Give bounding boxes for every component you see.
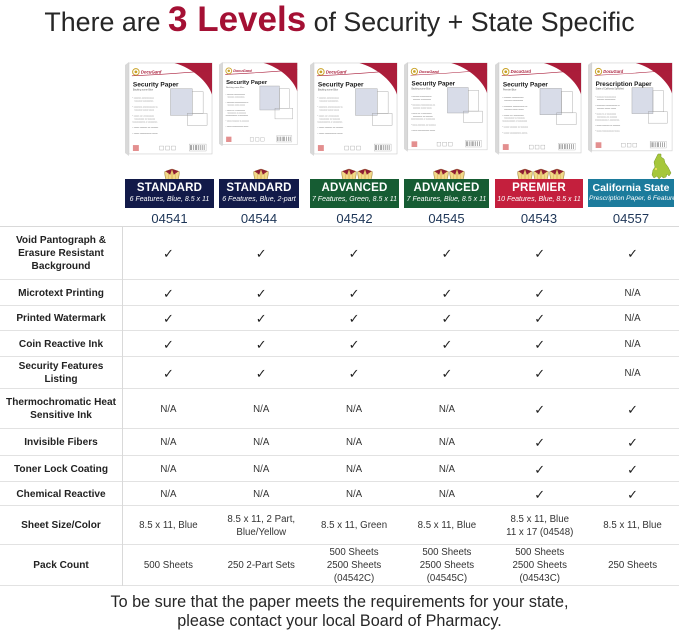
- svg-text:ssssssssssss s sssssssss: ssssssssssss s sssssssss: [132, 121, 157, 123]
- svg-text:• sssssss sssssssssss: • sssssss sssssssssss: [226, 94, 245, 96]
- svg-text:sssssss sssss sssss: sssssss sssss sssss: [134, 109, 154, 111]
- svg-text:• sssssss sssssssssss: • sssssss sssssssssss: [595, 96, 616, 98]
- svg-text:ssssssssssss s sssssssss: ssssssssssss s sssssssss: [502, 121, 527, 123]
- svg-text:sssssss sssss sssss: sssssss sssss sssss: [413, 107, 432, 109]
- svg-text:Backing some Blue: Backing some Blue: [133, 89, 154, 92]
- svg-text:State of California Specified: State of California Specified: [596, 88, 625, 91]
- svg-text:DocuGard: DocuGard: [233, 69, 252, 73]
- svg-text:• sssss sssssss ss sssssss: • sssss sssssss ss sssssss: [226, 121, 249, 123]
- svg-text:sssssss sssss sssss: sssssss sssss sssss: [597, 108, 616, 110]
- svg-text:sssssssss ss sssssss: sssssssss ss sssssss: [597, 116, 617, 118]
- svg-text:ssssssssssss s sssssssss: ssssssssssss s sssssssss: [317, 121, 342, 123]
- svg-text:• sssss sssssssssss sssss: • sssss sssssssssss sssss: [595, 131, 619, 133]
- svg-text:sssssss ssssssssss: sssssss ssssssssss: [319, 101, 338, 103]
- svg-text:• sssss ss s sssssssss: • sssss ss s sssssssss: [226, 110, 245, 112]
- svg-text:• sssss ss s sssssssss: • sssss ss s sssssssss: [595, 114, 616, 116]
- svg-text:ssssssssssss s sssssssss: ssssssssssss s sssssssss: [226, 115, 248, 117]
- svg-text:sssssssss ss sssssss: sssssssss ss sssssss: [227, 113, 246, 115]
- svg-text:sssssss sssss sssss: sssssss sssss sssss: [504, 109, 523, 111]
- svg-text:• sssss sssssss ss sssssss: • sssss sssssss ss sssssss: [317, 127, 343, 129]
- svg-text:• sssss sssssssssss sssss: • sssss sssssssssss sssss: [132, 133, 157, 135]
- svg-text:sssssss sssss sssss: sssssss sssss sssss: [227, 105, 245, 107]
- svg-text:sssssss ssssssssss: sssssss ssssssssss: [597, 99, 615, 101]
- svg-text:• sssss ss s sssssssss: • sssss ss s sssssssss: [132, 115, 153, 117]
- svg-text:• sssssss sssssssssss: • sssssss sssssssssss: [411, 96, 431, 98]
- svg-text:• ssssssss sssssssssss ss: • ssssssss sssssssssss ss: [317, 106, 342, 108]
- svg-text:DocuGard: DocuGard: [603, 69, 623, 74]
- svg-text:Backing some Blue: Backing some Blue: [226, 87, 245, 89]
- svg-text:Security Paper: Security Paper: [133, 82, 179, 89]
- svg-text:• sssss ss s sssssssss: • sssss ss s sssssssss: [502, 115, 523, 117]
- svg-text:• ssssssss sssssssssss ss: • ssssssss sssssssssss ss: [226, 102, 249, 104]
- svg-text:Security Paper: Security Paper: [226, 80, 268, 86]
- svg-text:Premier Blue: Premier Blue: [503, 88, 517, 91]
- svg-text:Backing some Blue: Backing some Blue: [412, 88, 432, 90]
- svg-text:ssssssssssss s sssssssss: ssssssssssss s sssssssss: [411, 119, 435, 121]
- svg-text:Backing some Blue: Backing some Blue: [318, 89, 339, 92]
- svg-text:• sssss ss s sssssssss: • sssss ss s sssssssss: [411, 113, 432, 115]
- svg-text:Security Paper: Security Paper: [503, 81, 549, 88]
- svg-text:Security Paper: Security Paper: [412, 81, 456, 88]
- svg-text:sssssss ssssssssss: sssssss ssssssssss: [504, 100, 523, 102]
- svg-text:• sssss sssssssssss sssss: • sssss sssssssssss sssss: [226, 126, 249, 128]
- svg-text:Security Paper: Security Paper: [318, 82, 364, 89]
- svg-text:• sssss sssssssssss sssss: • sssss sssssssssss sssss: [411, 130, 435, 132]
- svg-text:• ssssssss sssssssssss ss: • ssssssss sssssssssss ss: [502, 106, 527, 108]
- svg-text:sssssss ssssssssss: sssssss ssssssssss: [413, 99, 431, 101]
- svg-text:sssssssss ss sssssss: sssssssss ss sssssss: [504, 118, 524, 120]
- svg-text:• sssss sssssss ss sssssss: • sssss sssssss ss sssssss: [502, 127, 528, 129]
- svg-text:sssssss ssssssssss: sssssss ssssssssss: [134, 101, 153, 103]
- svg-text:• sssss sssssss ss sssssss: • sssss sssssss ss sssssss: [411, 124, 436, 126]
- svg-text:• sssssss sssssssssss: • sssssss sssssssssss: [132, 98, 153, 100]
- svg-text:sssssssss ss sssssss: sssssssss ss sssssss: [413, 116, 433, 118]
- svg-text:• ssssssss sssssssssss ss: • ssssssss sssssssssss ss: [132, 106, 157, 108]
- svg-text:• ssssssss sssssssssss ss: • ssssssss sssssssssss ss: [411, 104, 435, 106]
- svg-text:• sssssss sssssssssss: • sssssss sssssssssss: [502, 97, 523, 99]
- svg-text:DocuGard: DocuGard: [511, 69, 532, 74]
- svg-text:• sssss sssssssssss sssss: • sssss sssssssssss sssss: [502, 132, 527, 134]
- svg-text:• sssss sssssss ss sssssss: • sssss sssssss ss sssssss: [595, 125, 620, 127]
- svg-text:• sssss ss s sssssssss: • sssss ss s sssssssss: [317, 115, 338, 117]
- svg-text:• sssssss sssssssssss: • sssssss sssssssssss: [317, 98, 338, 100]
- svg-text:sssssss ssssssssss: sssssss ssssssssss: [227, 97, 244, 99]
- svg-text:Prescription Paper: Prescription Paper: [596, 81, 653, 88]
- svg-text:DocuGard: DocuGard: [326, 69, 347, 74]
- svg-text:ssssssssssss s sssssssss: ssssssssssss s sssssssss: [595, 119, 619, 121]
- svg-text:• sssss sssssss ss sssssss: • sssss sssssss ss sssssss: [132, 127, 158, 129]
- svg-text:DocuGard: DocuGard: [141, 69, 162, 74]
- svg-text:• sssss sssssssssss sssss: • sssss sssssssssss sssss: [317, 133, 342, 135]
- svg-text:• ssssssss sssssssssss ss: • ssssssss sssssssssss ss: [595, 105, 619, 107]
- svg-text:sssssss sssss sssss: sssssss sssss sssss: [319, 109, 339, 111]
- svg-text:sssssssss ss sssssss: sssssssss ss sssssss: [319, 118, 340, 120]
- svg-text:sssssssss ss sssssss: sssssssss ss sssssss: [134, 118, 155, 120]
- svg-text:DocuGard: DocuGard: [419, 69, 439, 74]
